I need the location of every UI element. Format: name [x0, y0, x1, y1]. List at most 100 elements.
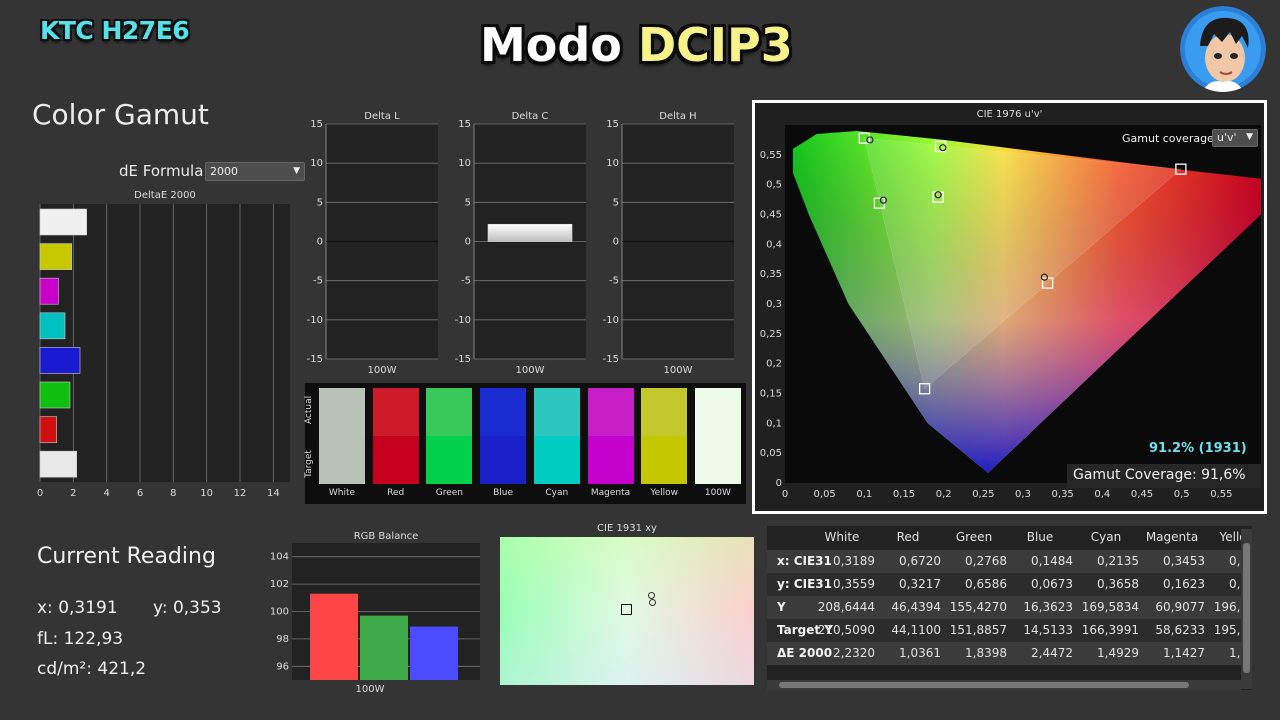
spectral-locus-shading: [792, 130, 1261, 473]
cie1931-plot: [500, 537, 754, 685]
reading-fl: fL: 122,93: [37, 629, 124, 649]
swatch-target: [587, 436, 634, 484]
gamut-x-tick: 0,3: [1015, 489, 1031, 500]
rgb-bar-g: [360, 615, 408, 680]
de-formula-label: dE Formula:: [119, 162, 209, 180]
delta-xlabel: 100W: [516, 365, 545, 375]
scrollbar-thumb[interactable]: [1243, 543, 1250, 673]
deltae-chart: 0 2 4 6 8 10 12 14: [37, 204, 290, 499]
table-row-header: y: CIE31: [777, 577, 832, 591]
table-cell: 0,3189: [833, 554, 875, 568]
gamut-x-tick: 0,25: [972, 489, 994, 500]
cie1931-target-marker: [621, 604, 632, 615]
delta-tick-label: 10: [606, 158, 619, 169]
cie1931-actual-marker: [648, 592, 655, 599]
delta-tick-label: 5: [465, 197, 471, 208]
table-cell: 0,0673: [1031, 577, 1073, 591]
table-header-cell: Green: [955, 530, 993, 544]
gamut-y-tick: 0,25: [760, 329, 782, 340]
table-cell: 210,5090: [817, 623, 875, 637]
gamut-y-tick: 0: [776, 478, 782, 489]
table-cell: 1,8398: [965, 646, 1007, 660]
table-row-header: Y: [777, 600, 786, 614]
gamut-x-tick: 0,1: [856, 489, 872, 500]
rgb-tick-label: 100: [270, 607, 289, 618]
delta-tick-label: 15: [606, 119, 619, 130]
delta-bar: [487, 223, 573, 242]
gamut-x-tick: 0,4: [1094, 489, 1110, 500]
table-cell: 44,1100: [891, 623, 941, 637]
gamut-y-tick: 0,15: [760, 389, 782, 400]
rgb-tick-label: 96: [276, 661, 289, 672]
table-vertical-scrollbar[interactable]: [1241, 529, 1252, 689]
table-row: Y 208,6444 46,4394 155,4270 16,3623 169,5834 6…: [767, 596, 1252, 619]
swatch-100w: [694, 388, 741, 484]
delta-tick-label: -5: [461, 276, 471, 287]
swatch-target: [641, 436, 688, 484]
deltae-tick-label: 4: [103, 488, 109, 499]
swatch-yellow: [641, 388, 688, 484]
actual-marker: [866, 136, 874, 144]
page-title: Modo DCIP3: [480, 18, 793, 72]
rgb-tick-label: 98: [276, 634, 289, 645]
swatch-label: Yellow: [650, 488, 679, 498]
deltae-tick-label: 2: [70, 488, 76, 499]
gamut-y-tick: 0,45: [760, 210, 782, 221]
table-cell: 0,1623: [1163, 577, 1205, 591]
table-row: x: CIE31 0,3189 0,6720 0,2768 0,1484 0,2135 0,…: [767, 550, 1252, 573]
coverage-select[interactable]: u'v' ▼: [1212, 129, 1258, 147]
deltae-chart-title: DeltaE 2000: [134, 190, 196, 201]
delta-tick-label: -15: [307, 354, 323, 365]
de-formula-select[interactable]: 2000 ▼: [205, 162, 305, 181]
table-cell: 2,2320: [833, 646, 875, 660]
swatch-label: Magenta: [590, 488, 631, 498]
brand-label: KTC H27E6: [40, 16, 190, 45]
table-cell: 58,6233: [1155, 623, 1205, 637]
delta-tick-label: -10: [603, 315, 619, 326]
delta-tick-label: 15: [310, 119, 323, 130]
delta-charts: Delta L 15 10 5 0 -5 -10 -15 100W Delta C 15 10 5 0 -5…: [307, 111, 734, 375]
table-header-cell: White: [824, 530, 860, 544]
title-highlight: DCIP3: [637, 18, 793, 72]
gamut-x-tick: 0,55: [1210, 489, 1232, 500]
swatch-label: Red: [387, 488, 405, 498]
scrollbar-thumb[interactable]: [779, 682, 1189, 688]
table-row: y: CIE31 0,3559 0,3217 0,6586 0,0673 0,3658 0,…: [767, 573, 1252, 596]
cie1931-title: CIE 1931 xy: [597, 523, 657, 534]
delta-chart-title: Delta L: [364, 111, 400, 122]
table-cell: 0,3217: [899, 577, 941, 591]
gamut-x-tick: 0,05: [814, 489, 836, 500]
table-header-cell: Blue: [1026, 530, 1054, 544]
deltae-tick-label: 14: [267, 488, 280, 499]
swatch-red: [372, 388, 419, 484]
gamut-y-tick: 0,4: [766, 239, 782, 250]
gamut-x-tick: 0,5: [1174, 489, 1190, 500]
delta-tick-label: 5: [613, 197, 619, 208]
table-row: Target Y 210,5090 44,1100 151,8857 14,5133 16…: [767, 619, 1252, 642]
table-cell: 0,2768: [965, 554, 1007, 568]
swatch-blue: [480, 388, 527, 484]
delta-tick-label: 10: [310, 158, 323, 169]
deltae-bar-green: [39, 381, 71, 409]
table-cell: 16,3623: [1023, 600, 1073, 614]
deltae-bar-red: [39, 416, 57, 443]
rgb-xlabel: 100W: [356, 684, 385, 695]
swatch-actual: [372, 388, 419, 436]
table-cell: 1,4929: [1097, 646, 1139, 660]
table-horizontal-scrollbar[interactable]: [767, 680, 1241, 690]
rgb-bar-b: [410, 626, 458, 680]
actual-marker: [939, 144, 947, 152]
swatch-target: [533, 436, 580, 484]
delta-tick-label: -10: [455, 315, 471, 326]
delta-chart-title: Delta H: [659, 111, 696, 122]
table-cell: 14,5133: [1023, 623, 1073, 637]
delta-tick-label: 0: [613, 237, 619, 248]
target-marker: [858, 132, 870, 144]
swatch-target: [694, 436, 741, 484]
delta-tick-label: 10: [458, 158, 471, 169]
measurement-table: WhiteRedGreenBlueCyanMagentaYellowx: CIE…: [767, 526, 1252, 690]
delta-tick-label: -15: [455, 354, 471, 365]
gamut-y-tick: 0,3: [766, 299, 782, 310]
table-cell: 0,3658: [1097, 577, 1139, 591]
